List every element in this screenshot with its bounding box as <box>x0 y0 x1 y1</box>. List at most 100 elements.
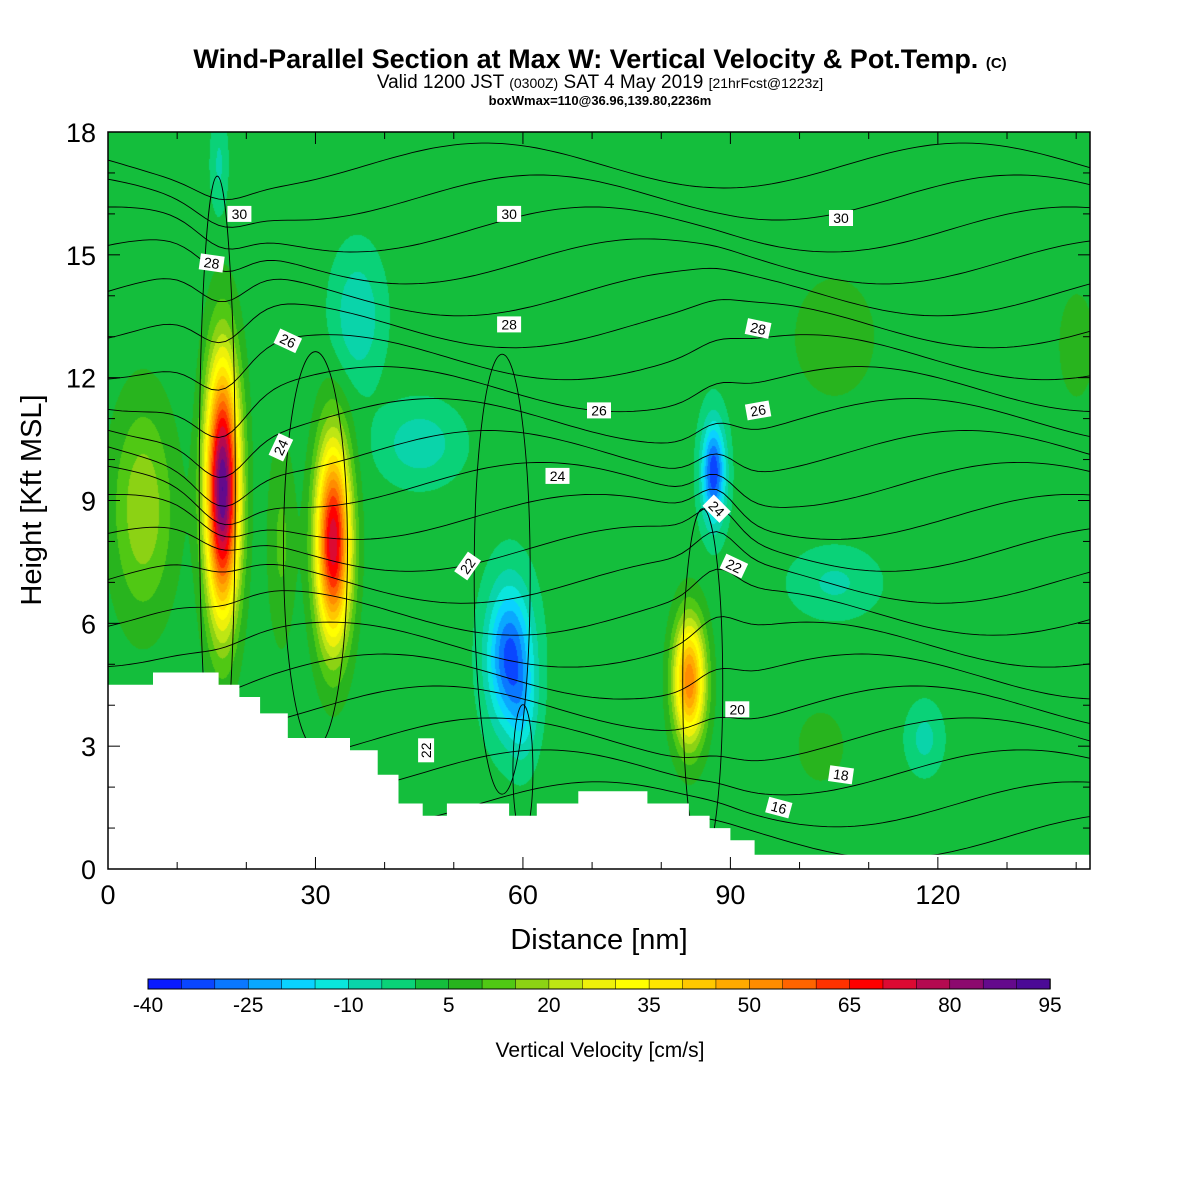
isentrope-line <box>108 334 1090 391</box>
colorbar-swatch <box>882 978 918 990</box>
colorbar-swatch <box>415 978 450 990</box>
contour-label-text: 24 <box>550 468 566 484</box>
isentrope-line <box>108 206 1090 253</box>
chart-title: Wind-Parallel Section at Max W: Vertical… <box>0 44 1200 75</box>
colorbar-tick-label: 65 <box>838 994 861 1017</box>
colorbar-tick-label: 50 <box>738 994 761 1017</box>
colorbar-swatch <box>548 978 584 990</box>
contour-label: 24 <box>545 467 570 484</box>
contour-label-text: 18 <box>832 766 850 784</box>
colorbar-swatch <box>849 978 884 990</box>
contour-label-text: 24 <box>270 437 291 458</box>
title-copyright-mark: (C) <box>985 55 1007 72</box>
y-axis-label: Height [Kft MSL] <box>16 394 48 605</box>
contour-label-text: 28 <box>203 254 221 272</box>
contour-label-text: 16 <box>769 798 788 818</box>
contour-label: 18 <box>828 765 854 785</box>
colorbar-tick-label: -25 <box>233 994 263 1017</box>
contour-label: 26 <box>744 400 772 421</box>
colorbar-swatch <box>715 978 751 990</box>
y-tick-label: 6 <box>81 609 96 639</box>
x-tick-label: 90 <box>715 880 745 910</box>
colorbar-swatch <box>281 978 316 990</box>
isentrope-line <box>108 616 1090 668</box>
contour-label: 30 <box>829 210 853 226</box>
colorbar-swatch <box>615 978 650 990</box>
valid-local: Valid 1200 JST <box>376 72 504 93</box>
colorbar-swatch <box>815 978 851 990</box>
contour-label-text: 26 <box>277 330 298 351</box>
contour-label-text: 26 <box>749 401 767 419</box>
colorbar-swatch <box>582 978 617 990</box>
isentrope-line <box>108 267 1090 317</box>
colorbar-label: Vertical Velocity [cm/s] <box>496 1039 705 1062</box>
x-tick-label: 30 <box>300 880 330 910</box>
colorbar-tick-label: 5 <box>443 994 455 1017</box>
contour-label: 28 <box>744 318 772 339</box>
contour-label: 22 <box>719 553 749 579</box>
forecast-info: [21hrFcst@1223z] <box>708 75 824 91</box>
valid-time-line: Valid 1200 JST (0300Z) SAT 4 May 2019 [2… <box>0 72 1200 94</box>
colorbar-swatch <box>247 978 283 990</box>
isentrope-line <box>108 142 1090 201</box>
title-main: Wind-Parallel Section at Max W: Vertical… <box>193 44 979 74</box>
contour-label-text: 30 <box>501 206 517 222</box>
contour-label-text: 22 <box>723 555 744 576</box>
y-tick-label: 18 <box>66 118 96 148</box>
contour-label: 30 <box>227 205 252 222</box>
colorbar: -40 -25 -10 5 20 35 50 65 80 95 <box>133 978 1062 1017</box>
colorbar-swatch <box>181 978 216 990</box>
isentrope-line <box>108 238 1090 285</box>
colorbar-tick-label: 80 <box>938 994 961 1017</box>
contour-label-text: 22 <box>418 742 434 758</box>
contour-label-text: 28 <box>749 319 768 338</box>
isentrope-line <box>108 398 1090 478</box>
y-tick-label: 3 <box>81 732 96 762</box>
colorbar-tick-label: 35 <box>637 994 660 1017</box>
y-tick-label: 15 <box>66 241 96 271</box>
colorbar-swatch <box>147 978 183 990</box>
valid-date: SAT 4 May 2019 <box>563 72 704 93</box>
y-tick-label: 9 <box>81 487 96 517</box>
colorbar-swatch <box>949 978 984 990</box>
contour-label: 26 <box>273 328 303 354</box>
colorbar-swatch <box>982 978 1018 990</box>
box-max-info: boxWmax=110@36.96,139.80,2236m <box>488 93 712 108</box>
x-axis-label: Distance [nm] <box>510 924 687 956</box>
valid-utc: (0300Z) <box>509 75 559 91</box>
contour-label-text: 26 <box>591 402 607 418</box>
contour-label: 28 <box>497 316 522 333</box>
isentrope-line <box>108 461 1090 526</box>
colorbar-swatch <box>448 978 483 990</box>
contour-label: 28 <box>198 253 225 273</box>
isentrope-line <box>108 488 1090 540</box>
colorbar-tick-label: 20 <box>537 994 560 1017</box>
contour-label-text: 30 <box>833 210 849 226</box>
terrain-mask <box>108 672 1090 869</box>
colorbar-swatch <box>782 978 817 990</box>
isentrope-loop <box>473 353 531 795</box>
contour-label: 20 <box>725 701 750 718</box>
colorbar-swatch <box>348 978 383 990</box>
colorbar-swatch <box>916 978 951 990</box>
contour-label: 26 <box>587 402 611 419</box>
colorbar-swatch <box>214 978 249 990</box>
x-tick-label: 120 <box>915 880 960 910</box>
x-tick-label: 0 <box>100 880 115 910</box>
isentrope-line <box>108 531 1090 604</box>
x-tick-label: 60 <box>508 880 538 910</box>
contour-label: 16 <box>765 796 793 819</box>
contour-label: 30 <box>497 205 522 222</box>
contour-label: 22 <box>418 738 435 763</box>
colorbar-swatch <box>682 978 717 990</box>
axis-ticks: 0 30 60 90 120 0 3 6 9 12 15 18 <box>66 118 1090 910</box>
colorbar-swatch <box>314 978 350 990</box>
contour-label-text: 20 <box>730 701 746 717</box>
colorbar-swatch <box>381 978 417 990</box>
isentrope-line <box>108 299 1090 349</box>
colorbar-swatch <box>648 978 684 990</box>
colorbar-swatch <box>1016 978 1051 990</box>
contour-labels: 30 30 30 28 28 28 26 26 26 24 24 24 22 22 22 20 18 16 <box>198 205 854 819</box>
colorbar-tick-label: -10 <box>333 994 363 1017</box>
